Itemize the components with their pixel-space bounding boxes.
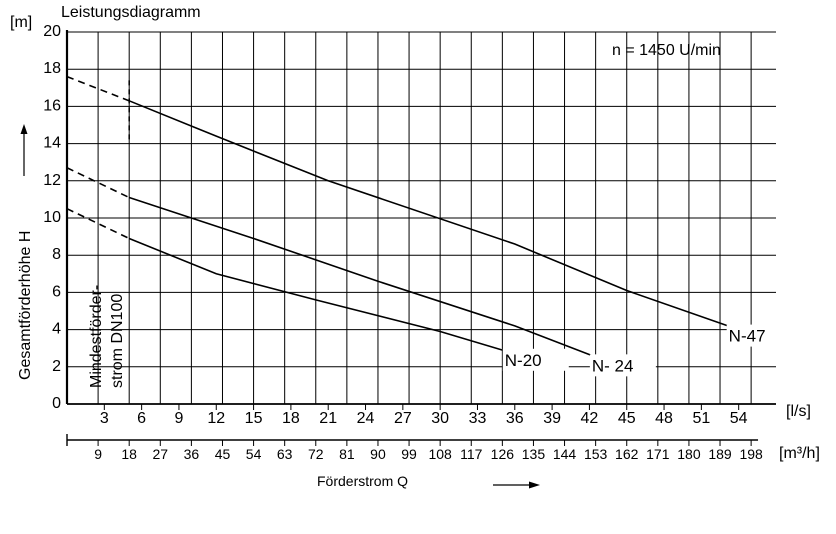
- x2-tick-label: 18: [121, 446, 137, 462]
- x2-tick-label: 81: [339, 446, 355, 462]
- x-tick-label: 18: [282, 410, 300, 427]
- x-tick-label: 24: [357, 410, 375, 427]
- series-label-bg: [589, 354, 656, 377]
- series-label: N-20: [505, 351, 542, 370]
- x-tick-label: 27: [394, 410, 412, 427]
- x-tick-label: 6: [137, 410, 146, 427]
- y-tick-label: 0: [52, 395, 61, 412]
- x-tick-label: 9: [174, 410, 183, 427]
- y-tick-label: 10: [43, 209, 61, 226]
- y-tick-label: 14: [43, 135, 61, 152]
- series-label-bg: [502, 348, 569, 371]
- x-unit-label: [l/s]: [786, 403, 811, 420]
- x2-tick-label: 45: [215, 446, 231, 462]
- x2-tick-label: 63: [277, 446, 293, 462]
- x2-tick-label: 171: [646, 446, 670, 462]
- x2-tick-label: 90: [370, 446, 386, 462]
- rpm-annotation: n = 1450 U/min: [612, 42, 721, 59]
- x2-tick-label: 54: [246, 446, 262, 462]
- x-tick-label: 12: [207, 410, 225, 427]
- y-ticks: 0 2 4 6 8 10 12 14 16 18 20: [43, 23, 61, 412]
- x-tick-label: 30: [431, 410, 449, 427]
- y-tick-label: 2: [52, 358, 61, 375]
- y-axis-arrow: [20, 124, 28, 176]
- y-tick-label: 16: [43, 97, 61, 114]
- x2-tick-label: 108: [428, 446, 452, 462]
- x-tick-label: 15: [245, 410, 263, 427]
- x2-tick-label: 72: [308, 446, 324, 462]
- y-tick-label: 12: [43, 172, 61, 189]
- x-tick-label: 45: [618, 410, 636, 427]
- x-tick-label: 48: [655, 410, 673, 427]
- x-axis-label: Förderstrom Q: [317, 473, 408, 489]
- x-tick-label: 39: [543, 410, 561, 427]
- series-line-0: [128, 237, 516, 355]
- x-tick-label: 54: [730, 410, 748, 427]
- x-axis-arrow: [493, 481, 540, 489]
- y-tick-label: 18: [43, 60, 61, 77]
- series-label-bg: [726, 324, 793, 347]
- x2-tick-label: 198: [739, 446, 763, 462]
- series-label: N- 24: [592, 356, 634, 375]
- x2-tick-label: 180: [677, 446, 701, 462]
- curves: N-20 N- 24 N-47: [66, 75, 793, 377]
- x-tick-label: 51: [692, 410, 710, 427]
- x-ticks: 3 6 9 12 15 18 21 24 27 30 33 36 39 42 45 48 51 54: [100, 404, 748, 427]
- x2-tick-label: 27: [153, 446, 169, 462]
- x2-tick-label: 9: [94, 446, 102, 462]
- x2-tick-label: 153: [584, 446, 608, 462]
- x2-tick-label: 144: [553, 446, 577, 462]
- series-line-2: [128, 100, 739, 331]
- grid: [65, 30, 776, 405]
- y-unit-label: [m]: [10, 14, 32, 31]
- x2-tick-label: 135: [522, 446, 546, 462]
- series-label: N-47: [729, 327, 766, 346]
- x2-tick-label: 99: [401, 446, 417, 462]
- x2-tick-label: 117: [460, 446, 483, 462]
- chart-title: Leistungsdiagramm: [61, 4, 201, 21]
- min-flow-label-line1: Mindestförder-: [88, 285, 105, 388]
- x-tick-label: 21: [319, 410, 337, 427]
- x2-tick-label: 126: [491, 446, 515, 462]
- y-tick-label: 8: [52, 246, 61, 263]
- min-flow-label-line2: strom DN100: [109, 294, 126, 388]
- secondary-x-axis: 9 18 27 36 45 54 63 72 81 90 99 108 117 126 135 144 153 1…: [66, 434, 763, 462]
- y-tick-label: 6: [52, 283, 61, 300]
- x-tick-label: 42: [581, 410, 599, 427]
- x-tick-label: 3: [100, 410, 109, 427]
- series-line-1: [128, 196, 603, 361]
- y-tick-label: 4: [52, 321, 61, 338]
- x2-tick-label: 162: [615, 446, 639, 462]
- x2-tick-label: 36: [184, 446, 200, 462]
- y-axis-label: Gesamtförderhöhe H: [17, 231, 34, 380]
- x-tick-label: 36: [506, 410, 524, 427]
- y-tick-label: 20: [43, 23, 61, 40]
- x-tick-label: 33: [469, 410, 487, 427]
- x2-tick-label: 189: [708, 446, 732, 462]
- x2-unit-label: [m³/h]: [779, 445, 820, 462]
